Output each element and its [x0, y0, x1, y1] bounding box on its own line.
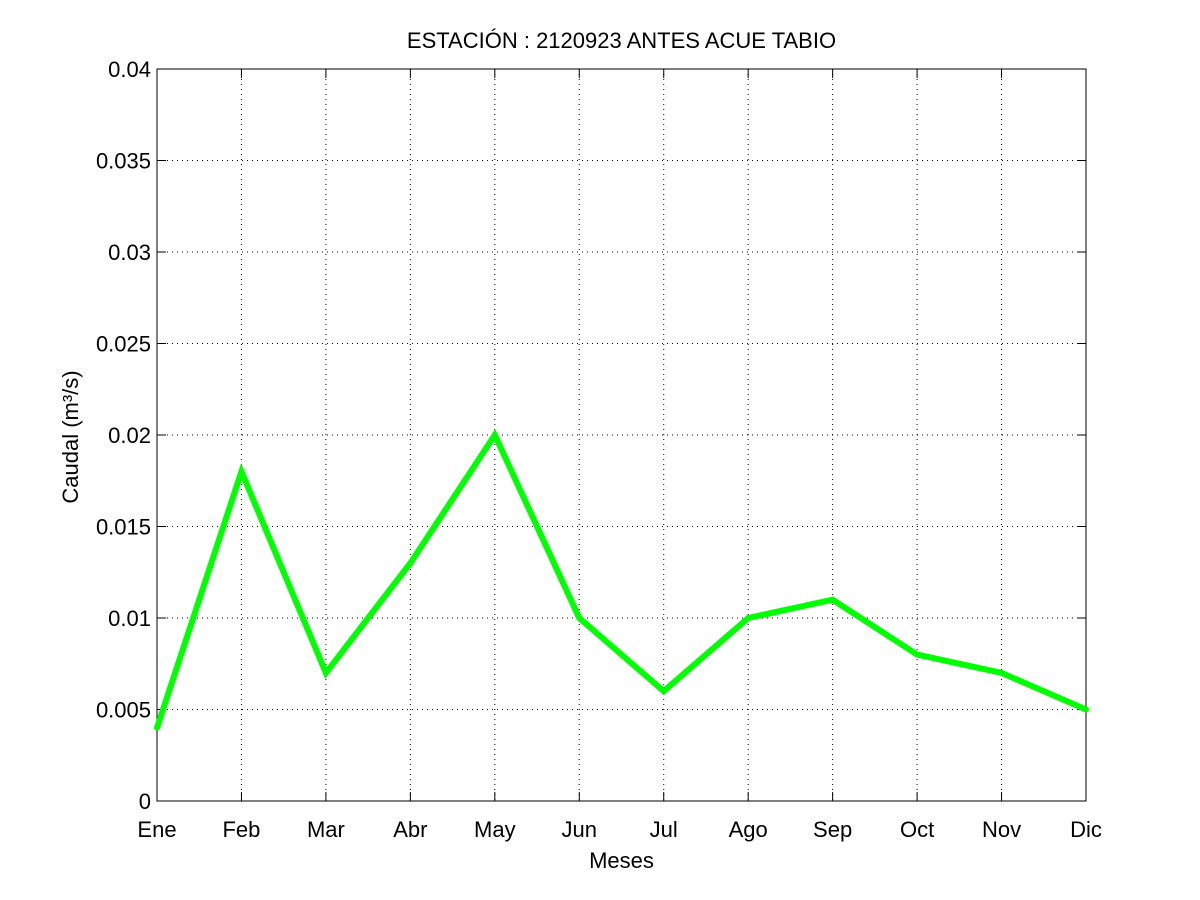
y-tick-label: 0.02: [108, 423, 151, 448]
y-tick-label: 0.01: [108, 606, 151, 631]
data-point: [576, 615, 583, 621]
data-point: [745, 615, 752, 621]
x-tick-label: May: [474, 817, 516, 842]
y-tick-label: 0: [139, 789, 151, 814]
data-point: [914, 651, 921, 658]
x-tick-label: Nov: [982, 817, 1021, 842]
series-line: [154, 428, 1088, 729]
x-tick-label: Jul: [650, 817, 678, 842]
y-tick-label: 0.015: [96, 515, 151, 540]
data-point: [829, 596, 836, 603]
y-tick-label: 0.005: [96, 698, 151, 723]
x-tick-label: Ene: [137, 817, 176, 842]
y-axis-label: Caudal (m³/s): [58, 370, 83, 503]
y-tick-label: 0.035: [96, 149, 151, 174]
data-point: [660, 688, 667, 695]
grid-layer: [157, 69, 1086, 801]
data-point: [1083, 706, 1089, 713]
data-point: [407, 560, 414, 567]
x-tick-label: Feb: [222, 817, 260, 842]
plot-frame: [156, 68, 1087, 802]
x-tick-label: Abr: [393, 817, 427, 842]
x-tick-label: Sep: [813, 817, 852, 842]
labels-layer: 0 0.005 0.01 0.015 0.02 0.025 0.03 0.035 0.04 Ene…: [96, 57, 1102, 842]
y-tick-label: 0.03: [108, 240, 151, 265]
ticks-layer: [156, 68, 1087, 802]
data-point: [322, 669, 329, 676]
data-point: [491, 432, 498, 438]
x-tick-label: Jun: [562, 817, 597, 842]
series-layer: [154, 428, 1089, 731]
x-axis-label: Meses: [589, 848, 654, 873]
data-point: [998, 669, 1005, 676]
x-tick-label: Oct: [900, 817, 934, 842]
y-tick-label: 0.025: [96, 332, 151, 357]
x-tick-label: Dic: [1070, 817, 1102, 842]
x-tick-label: Mar: [307, 817, 345, 842]
y-tick-label: 0.04: [108, 57, 151, 82]
chart-title: ESTACIÓN : 2120923 ANTES ACUE TABIO: [407, 28, 836, 53]
x-tick-label: Ago: [729, 817, 768, 842]
data-point: [154, 724, 160, 731]
data-point: [238, 468, 245, 475]
